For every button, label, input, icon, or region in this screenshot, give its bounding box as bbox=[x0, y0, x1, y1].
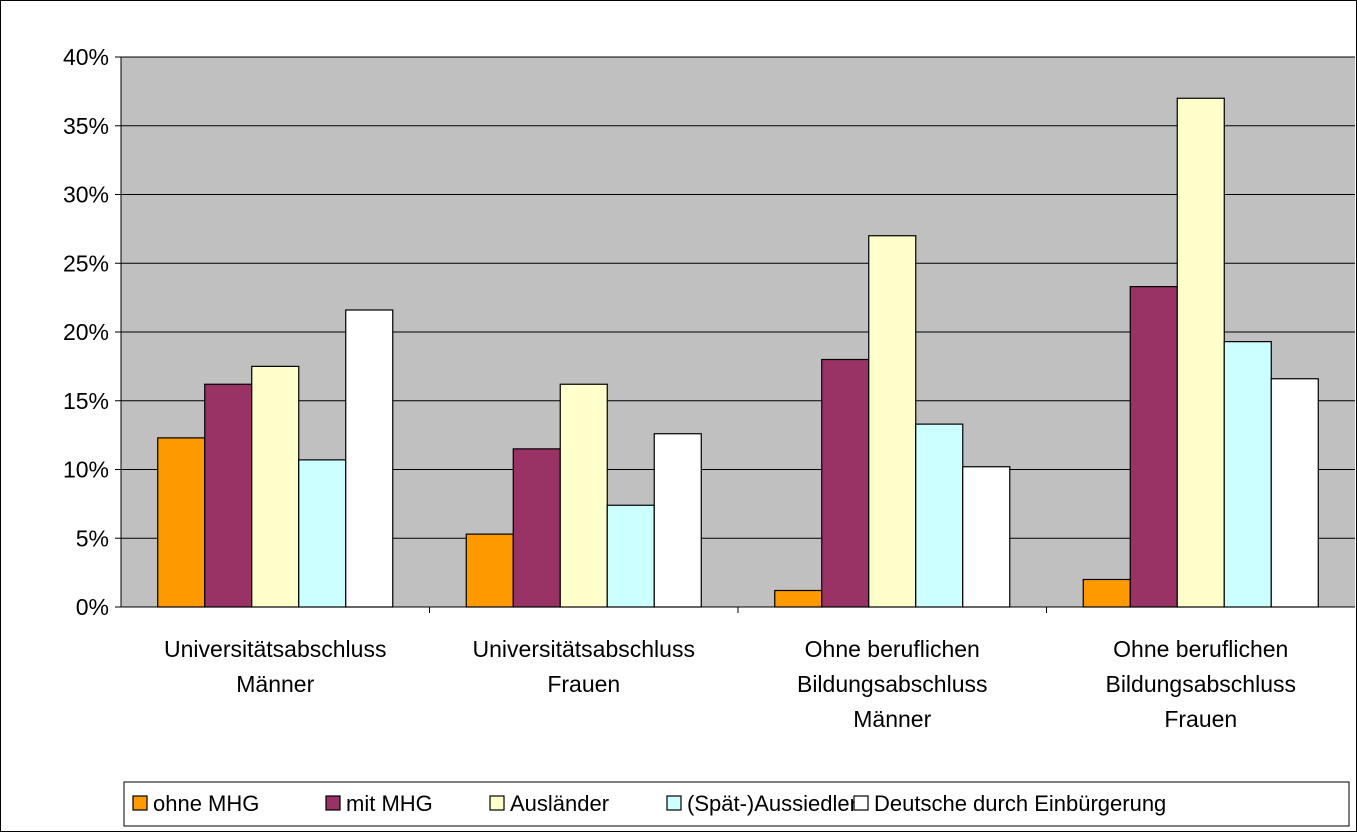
bar bbox=[868, 235, 917, 608]
bar bbox=[559, 383, 608, 608]
bar bbox=[653, 433, 702, 608]
bar bbox=[251, 365, 300, 608]
bar bbox=[1129, 286, 1178, 608]
legend-swatch bbox=[325, 795, 341, 811]
x-tick-label-line: Bildungsabschluss bbox=[797, 671, 988, 697]
legend-swatch bbox=[132, 795, 148, 811]
x-tick-label-line: Ohne beruflichen bbox=[805, 636, 980, 662]
y-tick-label: 0% bbox=[76, 594, 109, 620]
x-tick-label: Ohne beruflichen Bildungsabschluss Frauen bbox=[1105, 636, 1296, 732]
axes: 0% 5% 10% 15% 20% 25% 30% 35% 40% Universitätsabs… bbox=[63, 44, 1355, 732]
x-tick-label-line: Universitätsabschluss bbox=[164, 636, 386, 662]
bar bbox=[915, 423, 964, 608]
bar bbox=[606, 504, 655, 608]
x-tick-label-line: Universitätsabschluss bbox=[473, 636, 695, 662]
legend-label: Ausländer bbox=[510, 791, 609, 816]
bar bbox=[298, 459, 347, 608]
legend-label: (Spät-)Aussiedler bbox=[687, 791, 857, 816]
legend: ohne MHG mit MHG Ausländer (Spät-)Aussiedle… bbox=[123, 781, 1350, 827]
bars bbox=[157, 97, 1319, 608]
legend-label: Deutsche durch Einbürgerung bbox=[874, 791, 1166, 816]
x-tick-label-line: Männer bbox=[236, 671, 314, 697]
bar bbox=[512, 448, 561, 608]
y-tick-label: 35% bbox=[63, 113, 109, 139]
y-tick-label: 20% bbox=[63, 319, 109, 345]
y-tick-label: 30% bbox=[63, 182, 109, 208]
x-tick-label-line: Bildungsabschluss bbox=[1105, 671, 1296, 697]
bar bbox=[962, 466, 1011, 608]
bar bbox=[821, 358, 870, 608]
legend-swatch bbox=[489, 795, 505, 811]
bar bbox=[1223, 341, 1272, 608]
bar bbox=[1176, 97, 1225, 608]
bar bbox=[465, 533, 514, 608]
x-tick-label-line: Frauen bbox=[1164, 706, 1237, 732]
y-tick-label: 25% bbox=[63, 250, 109, 276]
bar bbox=[1270, 378, 1319, 608]
x-tick-label: Ohne beruflichen Bildungsabschluss Männer bbox=[797, 636, 988, 732]
y-tick-label: 40% bbox=[63, 44, 109, 70]
x-tick-label: Universitätsabschluss Frauen bbox=[473, 636, 695, 697]
x-tick-label-line: Ohne beruflichen bbox=[1113, 636, 1288, 662]
x-tick-label: Universitätsabschluss Männer bbox=[164, 636, 386, 697]
bar bbox=[345, 309, 394, 608]
y-tick-label: 15% bbox=[63, 388, 109, 414]
x-tick-label-line: Männer bbox=[853, 706, 931, 732]
legend-label: mit MHG bbox=[346, 791, 433, 816]
bar bbox=[204, 383, 253, 608]
legend-swatch bbox=[666, 795, 682, 811]
bar bbox=[157, 437, 206, 608]
legend-swatch bbox=[853, 795, 869, 811]
bar bbox=[1082, 578, 1131, 608]
bar bbox=[774, 589, 823, 608]
y-tick-label: 5% bbox=[76, 525, 109, 551]
y-tick-label: 10% bbox=[63, 457, 109, 483]
legend-label: ohne MHG bbox=[153, 791, 259, 816]
x-tick-label-line: Frauen bbox=[547, 671, 620, 697]
